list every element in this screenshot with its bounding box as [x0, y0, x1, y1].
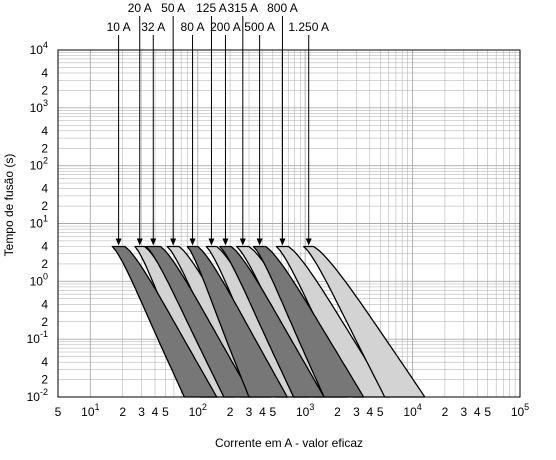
y-tick-label: 2 [41, 83, 48, 97]
x-tick-label: 5 [269, 405, 276, 419]
fuse-bands [111, 245, 426, 398]
x-tick-label: 101 [81, 402, 99, 419]
fuse-arrow-head [279, 238, 286, 246]
fuse-label: 80 A [181, 20, 205, 34]
y-tick-label: 10-2 [27, 387, 48, 404]
x-axis-ticks: 5 101 2 3 4 5 102 2 3 4 5 103 2 3 4 5 104 2 3 4 5 105 [55, 402, 530, 419]
x-tick-label: 105 [511, 402, 529, 419]
fuse-label: 32 A [141, 20, 165, 34]
x-tick-label: 5 [162, 405, 169, 419]
fuse-arrow-head [256, 238, 263, 246]
y-tick-label: 4 [41, 66, 48, 80]
fuse-arrow-head [239, 238, 246, 246]
x-tick-label: 5 [484, 405, 491, 419]
fuse-arrow-head [222, 238, 229, 246]
y-tick-label: 4 [41, 355, 48, 369]
x-tick-label: 4 [259, 405, 266, 419]
x-tick-label: 4 [152, 405, 159, 419]
fuse-label: 10 A [107, 20, 131, 34]
y-tick-label: 4 [41, 297, 48, 311]
x-tick-label: 4 [366, 405, 373, 419]
y-tick-label: 2 [41, 141, 48, 155]
y-tick-label: 101 [30, 214, 48, 231]
fuse-label: 800 A [267, 1, 298, 15]
fuse-arrow-head [208, 238, 215, 246]
y-tick-label: 2 [41, 199, 48, 213]
x-tick-label: 2 [119, 405, 126, 419]
x-tick-label: 5 [55, 405, 62, 419]
x-tick-label: 2 [442, 405, 449, 419]
fuse-rating-labels: 10 A 20 A 32 A 50 A 80 A 125 A 200 A 315 A 500 A… [107, 1, 329, 34]
y-tick-label: 104 [30, 40, 48, 57]
x-tick-label: 3 [138, 405, 145, 419]
fuse-arrow-head [136, 238, 143, 246]
fuse-arrow-head [115, 238, 122, 246]
y-tick-label: 4 [41, 240, 48, 254]
x-tick-label: 102 [189, 402, 207, 419]
x-tick-label: 5 [377, 405, 384, 419]
fuse-arrow-head [305, 238, 312, 246]
x-tick-label: 3 [460, 405, 467, 419]
y-tick-label: 4 [41, 182, 48, 196]
fuse-label: 200 A [210, 20, 241, 34]
fuse-arrow-head [189, 238, 196, 246]
x-tick-label: 2 [334, 405, 341, 419]
fuse-label: 500 A [244, 20, 275, 34]
fuse-label: 20 A [128, 1, 152, 15]
y-axis-label: Tempo de fusão (s) [2, 154, 16, 257]
x-tick-label: 4 [474, 405, 481, 419]
y-tick-label: 10-1 [27, 329, 48, 346]
y-tick-label: 102 [30, 156, 48, 173]
x-tick-label: 3 [246, 405, 253, 419]
fuse-label: 125 A [196, 1, 227, 15]
x-axis-label: Corrente em A - valor eficaz [215, 436, 363, 450]
fuse-arrow-head [150, 238, 157, 246]
fuse-arrow-head [170, 238, 177, 246]
y-tick-label: 2 [41, 257, 48, 271]
fuse-label: 50 A [161, 1, 185, 15]
x-tick-label: 2 [227, 405, 234, 419]
fuse-label: 1.250 A [288, 20, 329, 34]
x-tick-label: 103 [296, 402, 314, 419]
plot-frame [57, 49, 521, 398]
x-tick-label: 104 [403, 402, 421, 419]
y-tick-label: 2 [41, 373, 48, 387]
y-tick-label: 103 [30, 98, 48, 115]
fuse-label-arrows [115, 16, 312, 246]
x-tick-label: 3 [353, 405, 360, 419]
y-tick-label: 4 [41, 124, 48, 138]
y-tick-label: 100 [30, 271, 48, 288]
fuse-label: 315 A [227, 1, 258, 15]
y-tick-label: 2 [41, 315, 48, 329]
